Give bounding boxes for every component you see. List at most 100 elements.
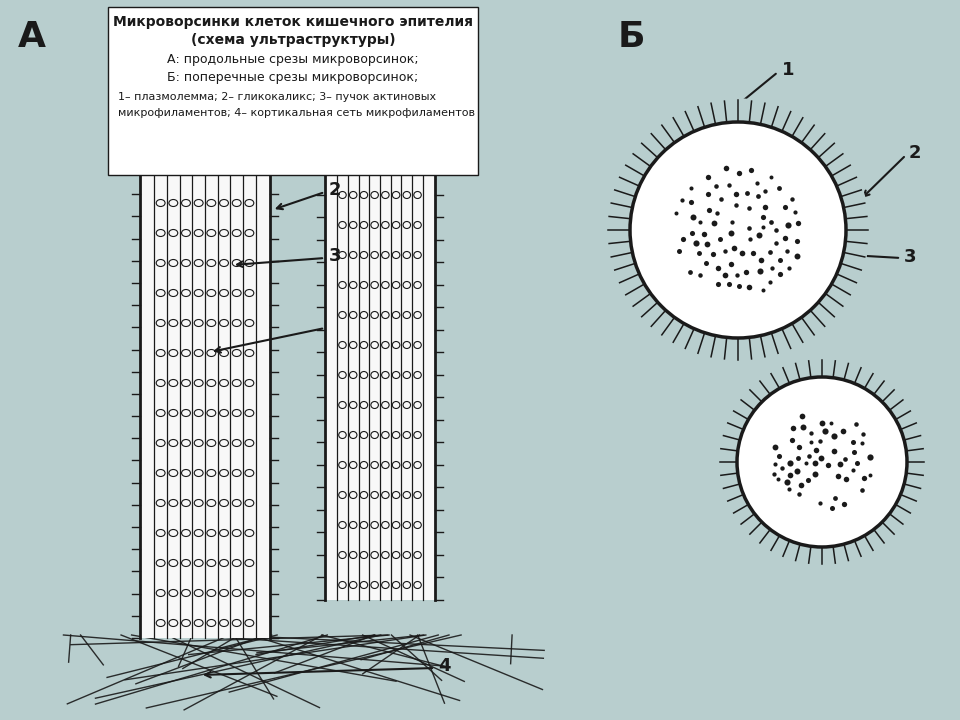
Ellipse shape bbox=[220, 230, 228, 236]
Ellipse shape bbox=[393, 341, 400, 348]
Ellipse shape bbox=[194, 230, 204, 236]
Ellipse shape bbox=[232, 469, 241, 477]
Ellipse shape bbox=[371, 372, 378, 379]
Ellipse shape bbox=[245, 590, 253, 596]
Ellipse shape bbox=[414, 402, 421, 408]
Ellipse shape bbox=[232, 320, 241, 326]
Ellipse shape bbox=[403, 552, 411, 559]
Text: 1: 1 bbox=[315, 94, 327, 112]
Ellipse shape bbox=[181, 529, 190, 536]
Ellipse shape bbox=[360, 552, 368, 559]
Ellipse shape bbox=[414, 492, 421, 498]
Ellipse shape bbox=[245, 230, 253, 236]
Ellipse shape bbox=[194, 590, 204, 596]
Ellipse shape bbox=[360, 402, 368, 408]
Ellipse shape bbox=[339, 372, 347, 379]
Polygon shape bbox=[325, 112, 435, 600]
Ellipse shape bbox=[339, 282, 347, 289]
Ellipse shape bbox=[414, 552, 421, 559]
Ellipse shape bbox=[382, 582, 389, 588]
Ellipse shape bbox=[403, 582, 411, 588]
Ellipse shape bbox=[403, 282, 411, 289]
Ellipse shape bbox=[349, 521, 357, 528]
Ellipse shape bbox=[169, 529, 178, 536]
Text: А: А bbox=[18, 20, 46, 54]
Ellipse shape bbox=[349, 431, 357, 438]
Ellipse shape bbox=[339, 431, 347, 438]
Ellipse shape bbox=[156, 410, 165, 416]
Circle shape bbox=[630, 122, 846, 338]
Ellipse shape bbox=[339, 341, 347, 348]
Ellipse shape bbox=[207, 379, 216, 387]
Ellipse shape bbox=[382, 222, 389, 228]
Ellipse shape bbox=[349, 582, 357, 588]
Ellipse shape bbox=[245, 500, 253, 506]
Ellipse shape bbox=[181, 439, 190, 446]
Circle shape bbox=[718, 358, 926, 566]
Ellipse shape bbox=[371, 312, 378, 318]
Text: 4: 4 bbox=[438, 657, 450, 675]
Ellipse shape bbox=[393, 582, 400, 588]
Text: А: продольные срезы микроворсинок;: А: продольные срезы микроворсинок; bbox=[167, 53, 419, 66]
Text: 2: 2 bbox=[329, 181, 342, 199]
Ellipse shape bbox=[169, 259, 178, 266]
Ellipse shape bbox=[339, 582, 347, 588]
Ellipse shape bbox=[414, 312, 421, 318]
Ellipse shape bbox=[156, 559, 165, 567]
Ellipse shape bbox=[156, 320, 165, 326]
Ellipse shape bbox=[169, 410, 178, 416]
Ellipse shape bbox=[169, 320, 178, 326]
Ellipse shape bbox=[220, 439, 228, 446]
Ellipse shape bbox=[360, 222, 368, 228]
Ellipse shape bbox=[181, 289, 190, 297]
Ellipse shape bbox=[403, 222, 411, 228]
Text: 1: 1 bbox=[782, 61, 795, 79]
Ellipse shape bbox=[382, 492, 389, 498]
Ellipse shape bbox=[207, 619, 216, 626]
Ellipse shape bbox=[414, 251, 421, 258]
Ellipse shape bbox=[382, 431, 389, 438]
Ellipse shape bbox=[156, 469, 165, 477]
Ellipse shape bbox=[181, 230, 190, 236]
Text: микрофиламентов; 4– кортикальная сеть микрофиламентов: микрофиламентов; 4– кортикальная сеть ми… bbox=[118, 108, 475, 118]
Ellipse shape bbox=[156, 230, 165, 236]
Ellipse shape bbox=[414, 431, 421, 438]
Ellipse shape bbox=[414, 462, 421, 469]
Ellipse shape bbox=[339, 312, 347, 318]
Ellipse shape bbox=[403, 372, 411, 379]
Ellipse shape bbox=[169, 230, 178, 236]
Ellipse shape bbox=[181, 320, 190, 326]
Ellipse shape bbox=[371, 222, 378, 228]
Ellipse shape bbox=[207, 289, 216, 297]
Ellipse shape bbox=[181, 619, 190, 626]
Text: Микроворсинки клеток кишечного эпителия: Микроворсинки клеток кишечного эпителия bbox=[113, 15, 473, 29]
Ellipse shape bbox=[169, 379, 178, 387]
Ellipse shape bbox=[414, 192, 421, 199]
Ellipse shape bbox=[371, 402, 378, 408]
Ellipse shape bbox=[169, 439, 178, 446]
Ellipse shape bbox=[232, 289, 241, 297]
Ellipse shape bbox=[349, 282, 357, 289]
Ellipse shape bbox=[156, 529, 165, 536]
Text: 2: 2 bbox=[909, 144, 922, 162]
Ellipse shape bbox=[245, 469, 253, 477]
Circle shape bbox=[607, 99, 870, 361]
Ellipse shape bbox=[207, 349, 216, 356]
Ellipse shape bbox=[403, 431, 411, 438]
Ellipse shape bbox=[349, 251, 357, 258]
Ellipse shape bbox=[393, 431, 400, 438]
Ellipse shape bbox=[232, 349, 241, 356]
Ellipse shape bbox=[232, 379, 241, 387]
Ellipse shape bbox=[371, 552, 378, 559]
Ellipse shape bbox=[349, 341, 357, 348]
Ellipse shape bbox=[403, 192, 411, 199]
Ellipse shape bbox=[371, 431, 378, 438]
Ellipse shape bbox=[169, 349, 178, 356]
Ellipse shape bbox=[360, 582, 368, 588]
Ellipse shape bbox=[349, 312, 357, 318]
Text: 3: 3 bbox=[904, 248, 917, 266]
Ellipse shape bbox=[232, 619, 241, 626]
Ellipse shape bbox=[393, 312, 400, 318]
Ellipse shape bbox=[194, 619, 204, 626]
Ellipse shape bbox=[220, 529, 228, 536]
